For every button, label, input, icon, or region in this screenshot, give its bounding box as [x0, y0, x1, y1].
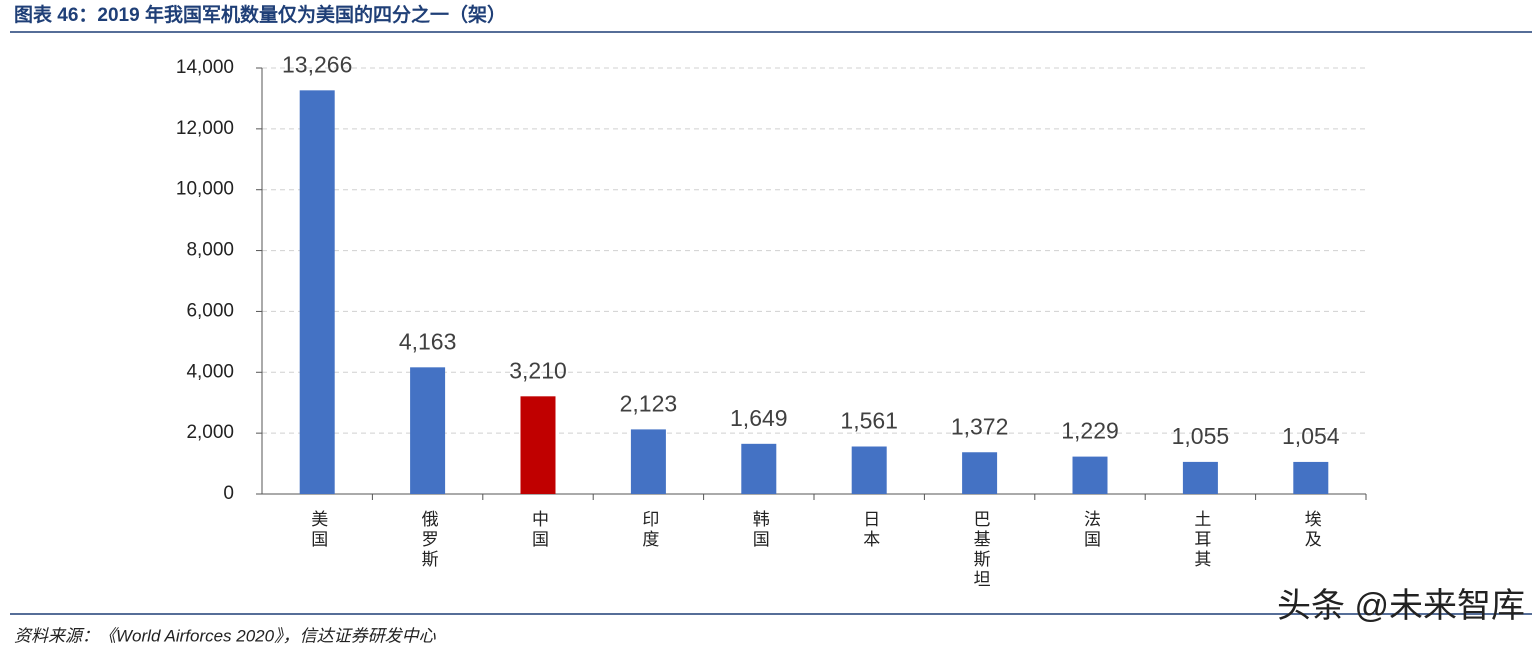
- data-label: 4,163: [399, 328, 457, 354]
- bar: [520, 396, 556, 494]
- data-label: 1,649: [730, 405, 788, 431]
- x-tick-label: 中国: [528, 510, 548, 550]
- x-tick-label: 韩国: [749, 510, 770, 550]
- x-tick-label: 美国: [307, 510, 328, 550]
- y-tick-label: 10,000: [176, 179, 234, 200]
- x-tick-label: 俄罗斯: [418, 510, 439, 570]
- bar: [962, 452, 998, 494]
- bar: [1072, 456, 1108, 494]
- data-label: 3,210: [509, 357, 567, 383]
- data-label: 1,054: [1282, 423, 1340, 449]
- bar: [410, 367, 446, 494]
- chart-title: 图表 46：2019 年我国军机数量仅为美国的四分之一（架）: [14, 3, 506, 26]
- x-tick-label: 印度: [638, 510, 659, 550]
- data-label: 1,372: [951, 413, 1009, 439]
- data-label: 2,123: [620, 390, 678, 416]
- x-tick-label: 土耳其: [1190, 510, 1211, 570]
- y-tick-label: 2,000: [186, 422, 234, 443]
- bar: [299, 90, 335, 495]
- x-tick-label: 日本: [859, 510, 880, 550]
- bar: [1293, 461, 1329, 494]
- data-label: 1,229: [1061, 418, 1119, 444]
- y-tick-label: 14,000: [176, 57, 234, 78]
- y-tick-label: 0: [223, 483, 234, 504]
- y-tick-label: 8,000: [186, 240, 234, 261]
- data-label: 13,266: [282, 51, 352, 77]
- y-tick-label: 4,000: [186, 361, 234, 382]
- source: 资料来源：《World Airforces 2020》，信达证券研发中心: [14, 626, 437, 645]
- bar: [741, 443, 777, 494]
- data-label: 1,561: [840, 408, 898, 434]
- x-tick-label: 巴基斯坦: [970, 510, 991, 590]
- x-tick-label: 埃及: [1301, 510, 1322, 550]
- y-tick-label: 6,000: [186, 300, 234, 321]
- watermark: 头条 @未来智库: [1277, 587, 1525, 625]
- bar: [630, 429, 666, 494]
- x-tick-label: 法国: [1080, 510, 1101, 550]
- y-tick-label: 12,000: [176, 118, 234, 139]
- data-label: 1,055: [1172, 423, 1230, 449]
- bar: [851, 446, 887, 494]
- bar: [1182, 461, 1218, 494]
